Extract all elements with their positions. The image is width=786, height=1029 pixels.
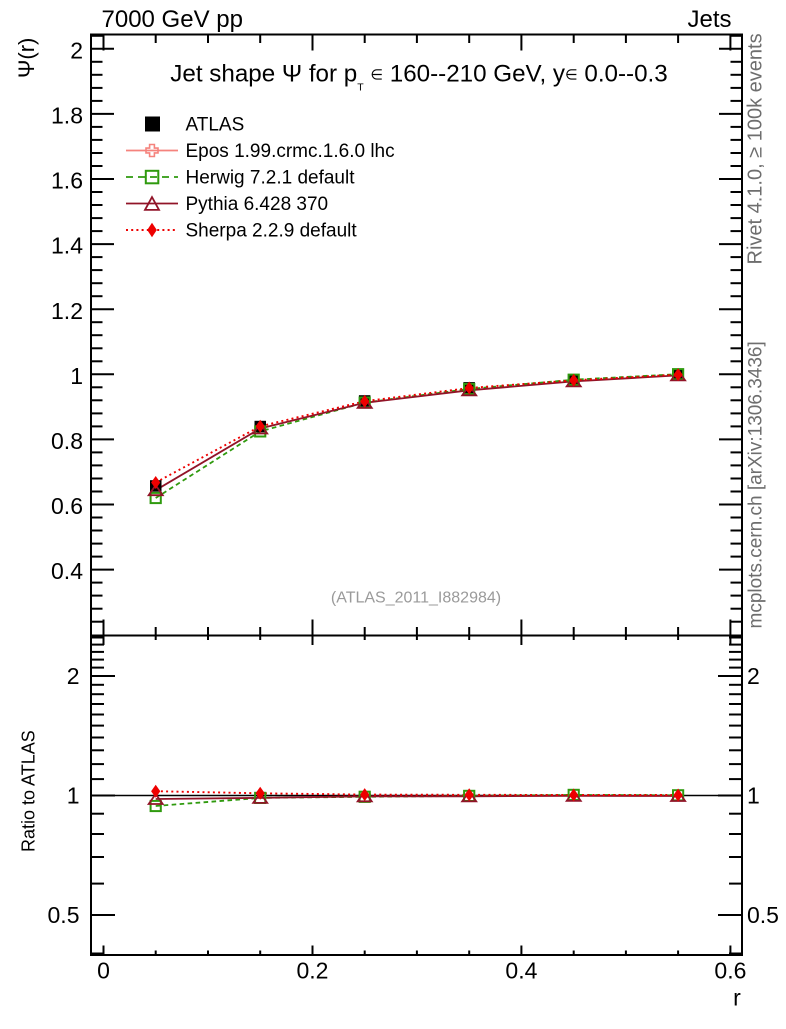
- svg-text:Ratio to ATLAS: Ratio to ATLAS: [19, 730, 39, 852]
- svg-text:1: 1: [70, 363, 83, 389]
- svg-text:2: 2: [70, 37, 83, 63]
- svg-text:0.6: 0.6: [51, 493, 83, 519]
- svg-text:1.6: 1.6: [51, 168, 83, 194]
- svg-text:0.5: 0.5: [48, 902, 80, 928]
- svg-text:1.2: 1.2: [51, 298, 83, 324]
- svg-text:2: 2: [747, 663, 760, 689]
- svg-text:0: 0: [97, 958, 110, 984]
- svg-text:Epos 1.99.crmc.1.6.0 lhc: Epos 1.99.crmc.1.6.0 lhc: [186, 141, 395, 162]
- svg-text:1.8: 1.8: [51, 103, 83, 129]
- svg-text:Sherpa 2.2.9 default: Sherpa 2.2.9 default: [186, 221, 358, 242]
- svg-text:Pythia 6.428 370: Pythia 6.428 370: [186, 194, 329, 215]
- svg-text:0.4: 0.4: [51, 558, 83, 584]
- svg-text:7000 GeV pp: 7000 GeV pp: [102, 6, 243, 33]
- svg-text:2: 2: [67, 663, 80, 689]
- svg-text:Ψ(r): Ψ(r): [14, 38, 39, 78]
- svg-text:Herwig 7.2.1 default: Herwig 7.2.1 default: [186, 168, 356, 189]
- svg-text:r: r: [733, 985, 741, 1011]
- svg-text:mcplots.cern.ch [arXiv:1306.34: mcplots.cern.ch [arXiv:1306.3436]: [746, 341, 767, 628]
- svg-text:1: 1: [747, 782, 760, 808]
- svg-text:Jets: Jets: [687, 6, 731, 33]
- svg-text:0.4: 0.4: [505, 958, 537, 984]
- svg-text:1: 1: [67, 782, 80, 808]
- svg-text:1.4: 1.4: [51, 233, 83, 259]
- svg-text:0.8: 0.8: [51, 428, 83, 454]
- svg-text:Rivet 4.1.0, ≥ 100k events: Rivet 4.1.0, ≥ 100k events: [745, 33, 767, 264]
- svg-text:0.2: 0.2: [297, 958, 329, 984]
- svg-text:ATLAS: ATLAS: [186, 115, 245, 136]
- svg-text:0.6: 0.6: [714, 958, 746, 984]
- svg-text:0.5: 0.5: [747, 902, 779, 928]
- svg-text:(ATLAS_2011_I882984): (ATLAS_2011_I882984): [331, 590, 501, 607]
